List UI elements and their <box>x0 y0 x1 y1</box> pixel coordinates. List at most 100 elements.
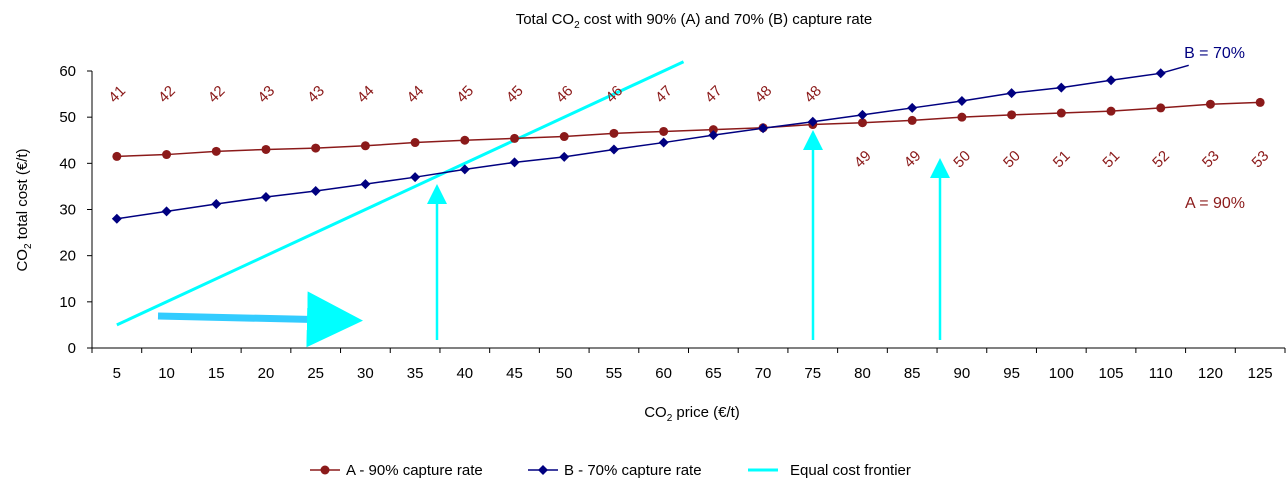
y-tick-label: 30 <box>59 202 76 219</box>
legend-marker-a <box>320 465 330 475</box>
series-a-data-label: 48 <box>801 82 825 106</box>
series-b-point <box>807 116 818 127</box>
x-tick-label: 120 <box>1198 365 1223 382</box>
legend-label-frontier: Equal cost frontier <box>790 462 911 479</box>
series-a-data-label: 49 <box>901 147 925 171</box>
series-a-point <box>857 118 867 128</box>
series-a-data-label: 49 <box>851 147 875 171</box>
series-a-point <box>112 151 122 161</box>
x-tick-label: 105 <box>1099 365 1124 382</box>
series-a-point <box>1106 106 1116 116</box>
series-b-point <box>410 172 421 183</box>
chart-title: Total CO2 cost with 90% (A) and 70% (B) … <box>516 11 873 31</box>
series-a-data-label: 50 <box>950 147 974 171</box>
y-tick-label: 50 <box>59 109 76 126</box>
legend-item-a: A - 90% capture rate <box>310 462 483 479</box>
series-a-data-label: 51 <box>1099 147 1123 171</box>
series-b-point <box>459 164 470 175</box>
x-tick-label: 10 <box>158 365 175 382</box>
x-tick-label: 30 <box>357 365 374 382</box>
series-a-end-label: A = 90% <box>1185 195 1245 212</box>
series-b-point <box>608 144 619 155</box>
series-a-point <box>957 112 967 122</box>
series-a-data-label: 44 <box>354 82 378 106</box>
series-a-point <box>1007 110 1017 120</box>
series-a-point <box>1056 108 1066 118</box>
series-a-point <box>1255 97 1265 107</box>
series-a-data-label: 41 <box>105 82 129 106</box>
series-a-data-label: 50 <box>1000 147 1024 171</box>
x-tick-label: 15 <box>208 365 225 382</box>
series-a-point <box>559 132 569 142</box>
series-a-data-label: 51 <box>1050 147 1074 171</box>
x-tick-label: 20 <box>258 365 275 382</box>
legend: A - 90% capture rate B - 70% capture rat… <box>310 462 911 479</box>
legend-item-b: B - 70% capture rate <box>528 462 702 479</box>
y-tick-label: 40 <box>59 155 76 172</box>
x-tick-label: 50 <box>556 365 573 382</box>
series-a-point <box>261 144 271 154</box>
series-a-point <box>907 115 917 125</box>
series-a-data-label: 44 <box>404 82 428 106</box>
series-b-point <box>658 137 669 148</box>
series-a-point <box>1205 99 1215 109</box>
series-a-point <box>1156 103 1166 113</box>
series-b-line <box>116 64 1189 220</box>
series-b-point <box>509 157 520 168</box>
series-a-data-label: 48 <box>752 82 776 106</box>
legend-item-frontier: Equal cost frontier <box>748 462 911 479</box>
legend-marker-b <box>538 465 548 475</box>
series-b-point <box>956 96 967 107</box>
series-a-point <box>460 135 470 145</box>
x-tick-label: 5 <box>113 365 121 382</box>
series-a-data-label: 53 <box>1199 147 1223 171</box>
series-a-data-label: 42 <box>205 82 229 106</box>
x-tick-label: 80 <box>854 365 871 382</box>
series-a-point <box>360 141 370 151</box>
series-b-point <box>161 206 172 217</box>
series-a-line <box>116 101 1261 158</box>
y-tick-label: 60 <box>59 63 76 80</box>
frontier-line <box>116 60 685 327</box>
x-tick-label: 110 <box>1149 365 1173 382</box>
y-tick-label: 10 <box>59 294 76 311</box>
series-b-point <box>857 109 868 120</box>
x-tick-label: 35 <box>407 365 424 382</box>
series-a-point <box>410 138 420 148</box>
x-tick-label: 40 <box>456 365 473 382</box>
series-a-data-label: 42 <box>155 82 179 106</box>
series-a-point <box>162 150 172 160</box>
y-axis-label: CO2 total cost (€/t) <box>14 148 34 271</box>
y-tick-label: 0 <box>68 340 76 357</box>
x-tick-label: 75 <box>804 365 821 382</box>
series-b-point <box>1106 75 1117 86</box>
series-b-point <box>360 179 371 190</box>
x-tick-label: 95 <box>1003 365 1020 382</box>
series-a-data-label: 46 <box>553 82 577 106</box>
series-b-point <box>111 213 122 224</box>
series-a-data-label: 46 <box>602 82 626 106</box>
series-b-point <box>211 198 222 209</box>
series-a-point <box>211 146 221 156</box>
series-a-data-label: 47 <box>702 82 726 106</box>
series-b-point <box>1056 82 1067 93</box>
series-a-data-label: 47 <box>652 82 676 106</box>
series-b-point <box>310 186 321 197</box>
series-a-data-label: 45 <box>453 82 477 106</box>
x-tick-label: 90 <box>954 365 971 382</box>
x-tick-label: 70 <box>755 365 772 382</box>
x-tick-label: 25 <box>307 365 324 382</box>
series-a-point <box>510 133 520 143</box>
plot-area: 0 10 20 30 40 50 60 5 10 15 20 25 30 35 40 45 50 55 60 65 70… <box>59 45 1286 382</box>
series-b-point <box>1155 68 1166 79</box>
series-b-point <box>708 130 719 141</box>
x-tick-label: 85 <box>904 365 921 382</box>
series-b-point <box>1006 88 1017 99</box>
x-tick-label: 125 <box>1248 365 1273 382</box>
series-a-point <box>659 126 669 136</box>
x-axis-label: CO2 price (€/t) <box>644 404 740 424</box>
series-a-data-label: 45 <box>503 82 527 106</box>
legend-label-a: A - 90% capture rate <box>346 462 483 479</box>
x-tick-label: 55 <box>606 365 623 382</box>
y-tick-label: 20 <box>59 248 76 265</box>
